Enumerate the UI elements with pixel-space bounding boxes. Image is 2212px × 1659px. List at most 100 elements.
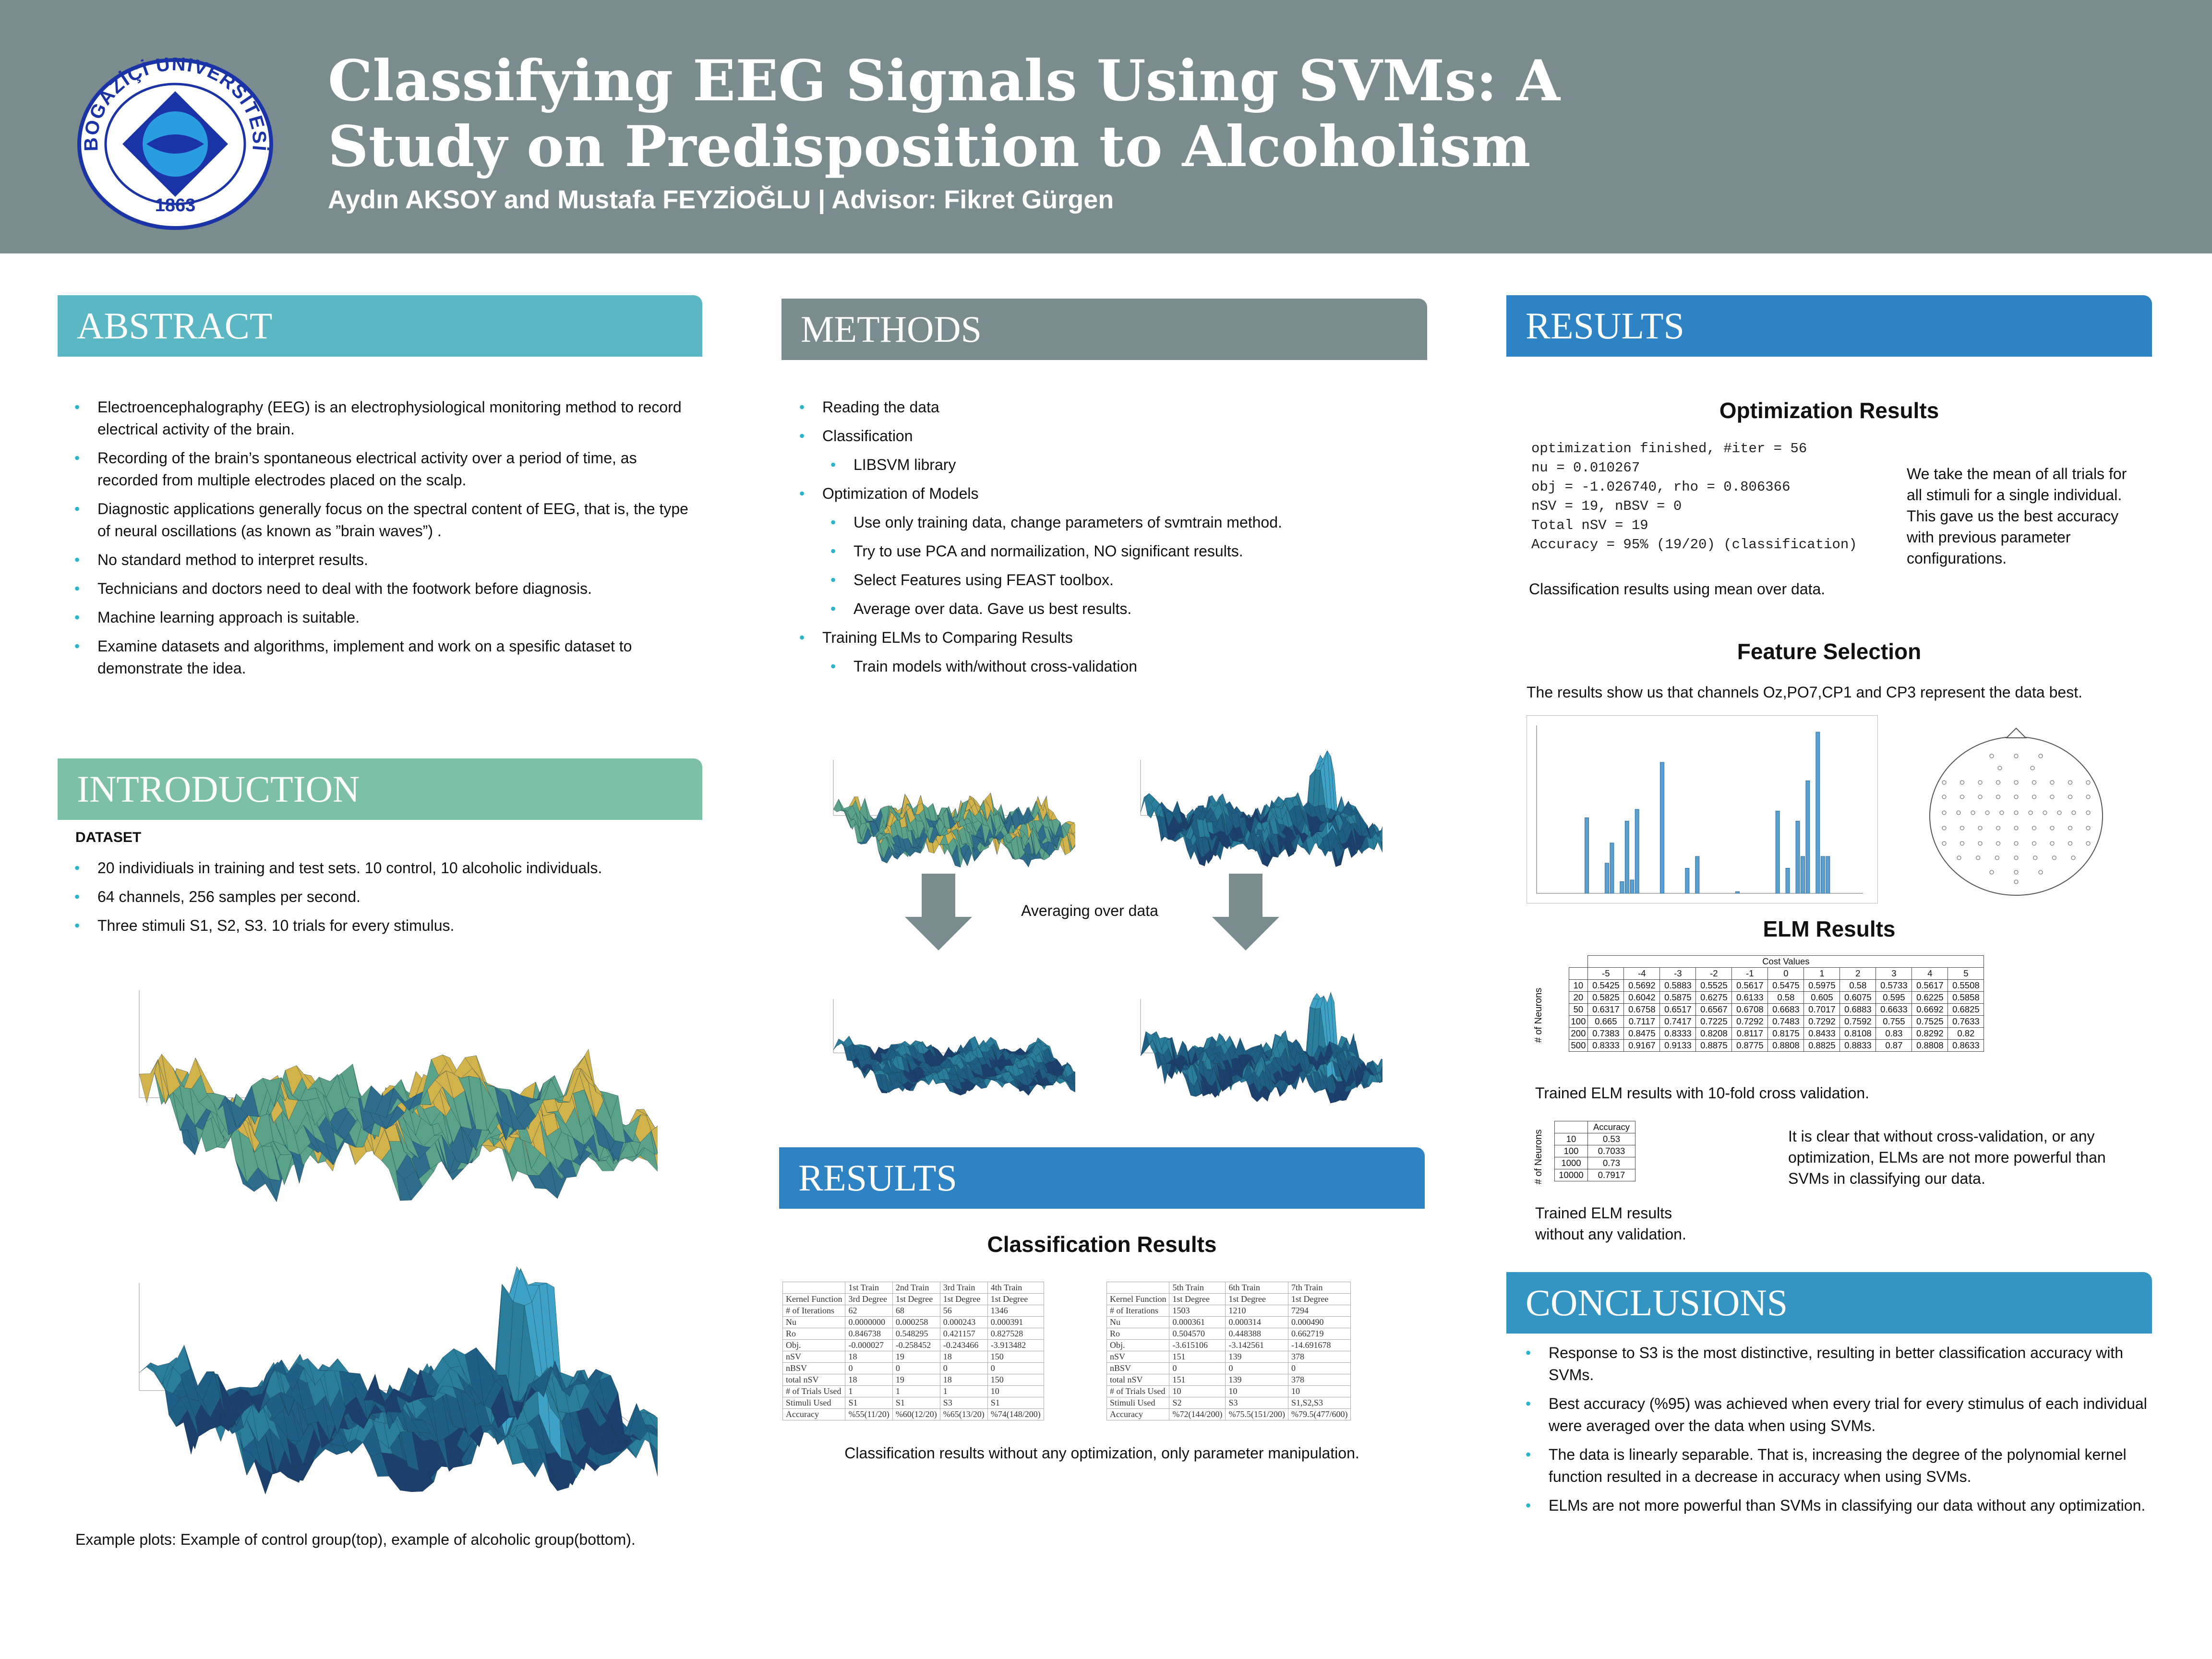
chart-bar: [1735, 891, 1740, 894]
table-row: Ro 0.504570 0.448388 0.662719: [1106, 1328, 1351, 1340]
elm-table-novalidation-wrap: # of Neurons Accuracy 10 0.53 100 0.7033 1000…: [1531, 1121, 1635, 1184]
elm-table-wrap: # of Neurons Cost Values -5 -4 -3 -2 -1 0 1 2 3 4 5…: [1531, 955, 1984, 1052]
introduction-heading: INTRODUCTION: [58, 758, 702, 820]
table-cell: 10: [987, 1385, 1044, 1397]
chart-bar: [1685, 868, 1690, 894]
table-cell: -3.615106: [1169, 1339, 1226, 1351]
elm2-cell: 1000: [1554, 1157, 1588, 1169]
table-cell: 1: [939, 1385, 988, 1397]
table-cell: -3.913482: [987, 1339, 1044, 1351]
table-cell: 0: [845, 1362, 893, 1374]
elm-cost-header: -2: [1695, 967, 1732, 980]
table-cell: 18: [845, 1351, 893, 1363]
methods-item: Training ELMs to Comparing Results: [799, 626, 1423, 649]
table-cell: S3: [1225, 1397, 1288, 1409]
electrode-dot: [1978, 794, 1983, 799]
elm-value-cell: 0.7483: [1767, 1015, 1804, 1028]
introduction-item: 64 channels, 256 samples per second.: [74, 886, 698, 908]
table-cell: 0.846738: [845, 1328, 893, 1340]
optimization-output-line: obj = -1.026740, rho = 0.806366: [1531, 479, 1791, 495]
electrode-dot: [2033, 855, 2038, 860]
elm-value-cell: 0.6567: [1695, 1003, 1732, 1016]
table-row: Stimuli Used S2 S3 S1,S2,S3: [1106, 1397, 1351, 1409]
elm-value-cell: 0.665: [1587, 1015, 1624, 1028]
electrode-dot: [1978, 826, 1983, 830]
elm-value-cell: 0.6633: [1875, 1003, 1912, 1016]
electrode-dot: [1996, 826, 2000, 830]
introduction-item: 20 individiuals in training and test set…: [74, 857, 698, 879]
elm-value-cell: 0.83: [1875, 1027, 1912, 1040]
electrode-dot: [2086, 780, 2091, 785]
elm-value-cell: 0.8208: [1695, 1027, 1732, 1040]
elm-neurons-label: # of Neurons: [1533, 987, 1544, 1043]
electrode-dot: [1978, 841, 1983, 846]
elm-value-cell: 0.87: [1875, 1039, 1912, 1052]
table-cell: 0.000361: [1169, 1316, 1226, 1328]
electrode-map: [1923, 727, 2110, 900]
table-cell: %75.5(151/200): [1225, 1408, 1288, 1420]
table-row: nSV 151 139 378: [1106, 1351, 1351, 1363]
elm-value-cell: 0.8825: [1803, 1039, 1840, 1052]
methods-subitem: Try to use PCA and normailization, NO si…: [830, 540, 1423, 562]
table-cell: S1: [845, 1397, 893, 1409]
table-cell: -14.691678: [1287, 1339, 1351, 1351]
elm2-neurons-label: # of Neurons: [1533, 1129, 1544, 1185]
electrode-dot: [2068, 780, 2072, 785]
table-cell: %74(148/200): [987, 1408, 1044, 1420]
table-cell: Nu: [782, 1316, 846, 1328]
table-cell: 5th Train: [1169, 1282, 1226, 1294]
table-row: 500 0.8333 0.9167 0.9133 0.8875 0.8775 0.8808 0…: [1531, 1039, 1984, 1052]
table-cell: 10: [1225, 1385, 1288, 1397]
table-cell: %55(11/20): [845, 1408, 893, 1420]
electrode-dot: [2014, 841, 2019, 846]
elm-cost-header: 0: [1767, 967, 1804, 980]
table-cell: Stimuli Used: [782, 1397, 846, 1409]
electrode-dot: [2050, 780, 2055, 785]
table-cell: 10: [1287, 1385, 1351, 1397]
table-cell: # of Trials Used: [782, 1385, 846, 1397]
elm-value-cell: 0.82: [1948, 1027, 1984, 1040]
elm-value-cell: 0.8833: [1839, 1039, 1876, 1052]
elm-value-cell: 0.755: [1875, 1015, 1912, 1028]
table-row: Kernel Function 1st Degree 1st Degree 1st D…: [1106, 1293, 1351, 1305]
electrode-dot: [2086, 794, 2091, 799]
table-cell: Stimuli Used: [1106, 1397, 1170, 1409]
elm-value-cell: 0.5617: [1731, 979, 1768, 992]
electrode-head-map: [1929, 727, 2103, 896]
chart-bar: [1630, 879, 1635, 894]
table-row: total nSV 151 139 378: [1106, 1374, 1351, 1386]
table-cell: 151: [1169, 1351, 1226, 1363]
table-row: 5th Train 6th Train 7th Train: [1106, 1282, 1351, 1294]
elm-value-cell: 0.8875: [1695, 1039, 1732, 1052]
table-cell: %60(12/20): [892, 1408, 940, 1420]
elm-cost-header: -3: [1659, 967, 1696, 980]
elm-value-cell: 0.6708: [1731, 1003, 1768, 1016]
abstract-item: Electroencephalography (EEG) is an elect…: [74, 396, 698, 440]
chart-bar: [1635, 809, 1639, 894]
elm-cost-header: -5: [1587, 967, 1624, 980]
optimization-output-line: nu = 0.010267: [1531, 460, 1640, 476]
table-cell: nSV: [1106, 1351, 1170, 1363]
electrode-dot: [2038, 870, 2043, 875]
conclusions-item: The data is linearly separable. That is,…: [1526, 1443, 2150, 1488]
elm-caption-cv: Trained ELM results with 10-fold cross v…: [1535, 1084, 1869, 1102]
elm-value-cell: 0.9133: [1659, 1039, 1696, 1052]
elm-cost-header: 5: [1948, 967, 1984, 980]
electrode-dot: [2050, 841, 2055, 846]
table-cell: 1st Degree: [892, 1293, 940, 1305]
table-row: 100 0.7033: [1531, 1145, 1635, 1157]
table-cell: 0.827528: [987, 1328, 1044, 1340]
table-cell: 6th Train: [1225, 1282, 1288, 1294]
chart-bar: [1610, 842, 1614, 894]
elm-cost-header: 2: [1839, 967, 1876, 980]
table-cell: S1: [892, 1397, 940, 1409]
elm2-cell: 100: [1554, 1145, 1588, 1157]
table-cell: total nSV: [1106, 1374, 1170, 1386]
elm-note: It is clear that without cross-validatio…: [1788, 1128, 2106, 1187]
eeg-surface-plot-control: [82, 955, 693, 1224]
elm-value-cell: 0.6275: [1695, 991, 1732, 1004]
elm-value-cell: 0.6317: [1587, 1003, 1624, 1016]
elm-value-cell: 0.5883: [1659, 979, 1696, 992]
methods-item: Reading the data: [799, 396, 1423, 418]
table-cell: 1st Degree: [1287, 1293, 1351, 1305]
